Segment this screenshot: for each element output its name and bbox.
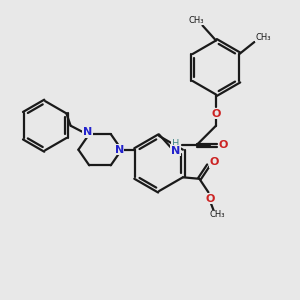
Text: CH₃: CH₃: [188, 16, 204, 25]
Text: O: O: [211, 109, 221, 119]
Text: O: O: [210, 157, 219, 167]
Text: H: H: [172, 139, 179, 149]
Text: CH₃: CH₃: [255, 33, 271, 42]
Text: O: O: [205, 194, 214, 204]
Text: N: N: [83, 127, 92, 137]
Text: N: N: [115, 145, 124, 155]
Text: O: O: [218, 140, 228, 150]
Text: N: N: [171, 146, 180, 156]
Text: CH₃: CH₃: [209, 210, 225, 219]
